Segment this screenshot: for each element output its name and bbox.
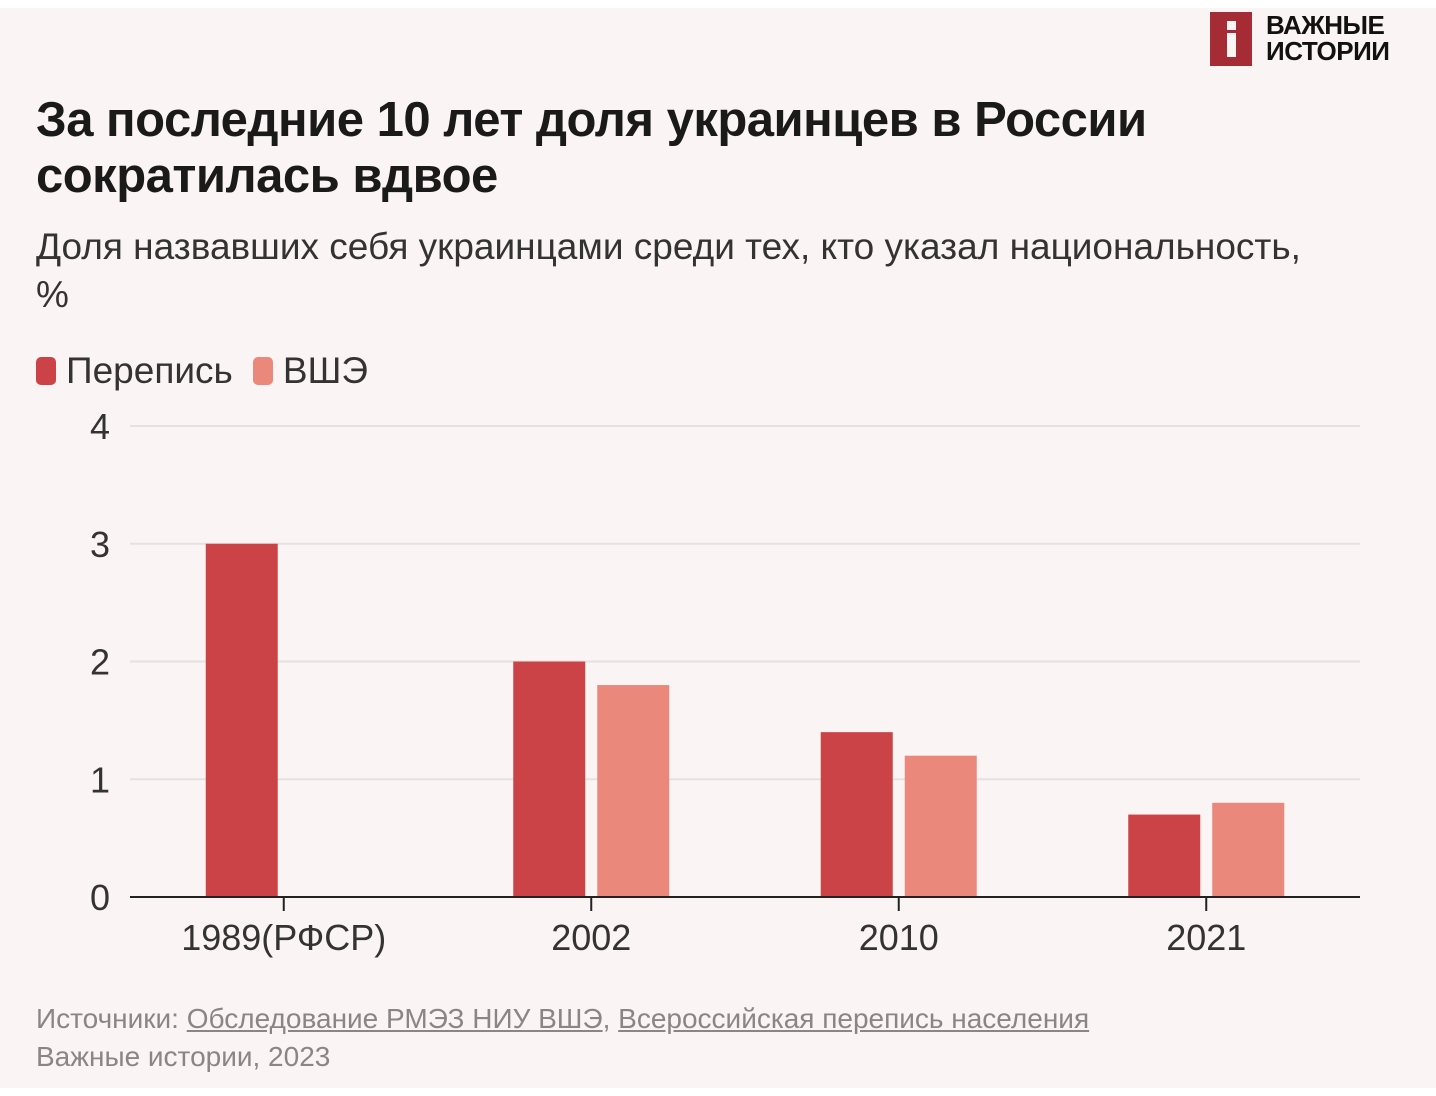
brand-line-1: ВАЖНЫЕ: [1266, 10, 1385, 40]
legend: Перепись ВШЭ: [36, 347, 388, 395]
legend-item-census: Перепись: [36, 350, 233, 392]
x-tick-label: 2010: [859, 917, 939, 958]
sources-line: Источники: Обследование РМЭЗ НИУ ВШЭ, Вс…: [36, 1000, 1396, 1038]
source-link-census[interactable]: Всероссийская перепись населения: [618, 1003, 1090, 1034]
bar-census-0: [205, 543, 278, 897]
bar-hse-1: [597, 685, 670, 897]
chart-title: За последние 10 лет доля украинцев в Рос…: [36, 93, 1147, 203]
legend-swatch-hse: [252, 357, 273, 385]
brand-mark-icon: [1210, 12, 1252, 66]
y-tick-label: 4: [90, 406, 110, 447]
legend-label-census: Перепись: [66, 350, 233, 391]
bar-census-2: [820, 732, 893, 897]
bar-census-1: [513, 661, 586, 897]
y-tick-label: 1: [90, 759, 110, 800]
source-note: Источники: Обследование РМЭЗ НИУ ВШЭ, Вс…: [36, 1000, 1396, 1076]
x-tick-label: 2021: [1166, 917, 1246, 958]
bar-census-3: [1128, 814, 1201, 897]
sources-prefix: Источники:: [36, 1003, 187, 1034]
credit-line: Важные истории, 2023: [36, 1041, 331, 1072]
y-tick-label: 2: [90, 642, 110, 683]
legend-swatch-census: [36, 357, 56, 385]
chart-subtitle: Доля назвавших себя украинцами среди тех…: [36, 226, 1301, 315]
x-tick-label: 1989(РФСР): [181, 917, 386, 958]
bar-hse-3: [1212, 802, 1285, 897]
brand-line-2: ИСТОРИИ: [1266, 36, 1390, 66]
x-tick-label: 2002: [551, 917, 631, 958]
y-tick-label: 3: [90, 524, 110, 565]
bar-hse-2: [904, 755, 977, 897]
brand-wordmark: ВАЖНЫЕ ИСТОРИИ: [1266, 12, 1426, 64]
bar-chart: 0 1 2 3 4 1989(РФСР) 2002 2010 2021: [90, 406, 1360, 958]
chart-card: ВАЖНЫЕ ИСТОРИИ За последние 10 лет доля …: [0, 8, 1436, 1088]
legend-label-hse: ВШЭ: [282, 350, 368, 391]
sources-separator: ,: [602, 1003, 619, 1034]
y-tick-label: 0: [90, 877, 110, 918]
legend-item-hse: ВШЭ: [252, 350, 368, 392]
source-link-rmez[interactable]: Обследование РМЭЗ НИУ ВШЭ: [186, 1003, 603, 1034]
